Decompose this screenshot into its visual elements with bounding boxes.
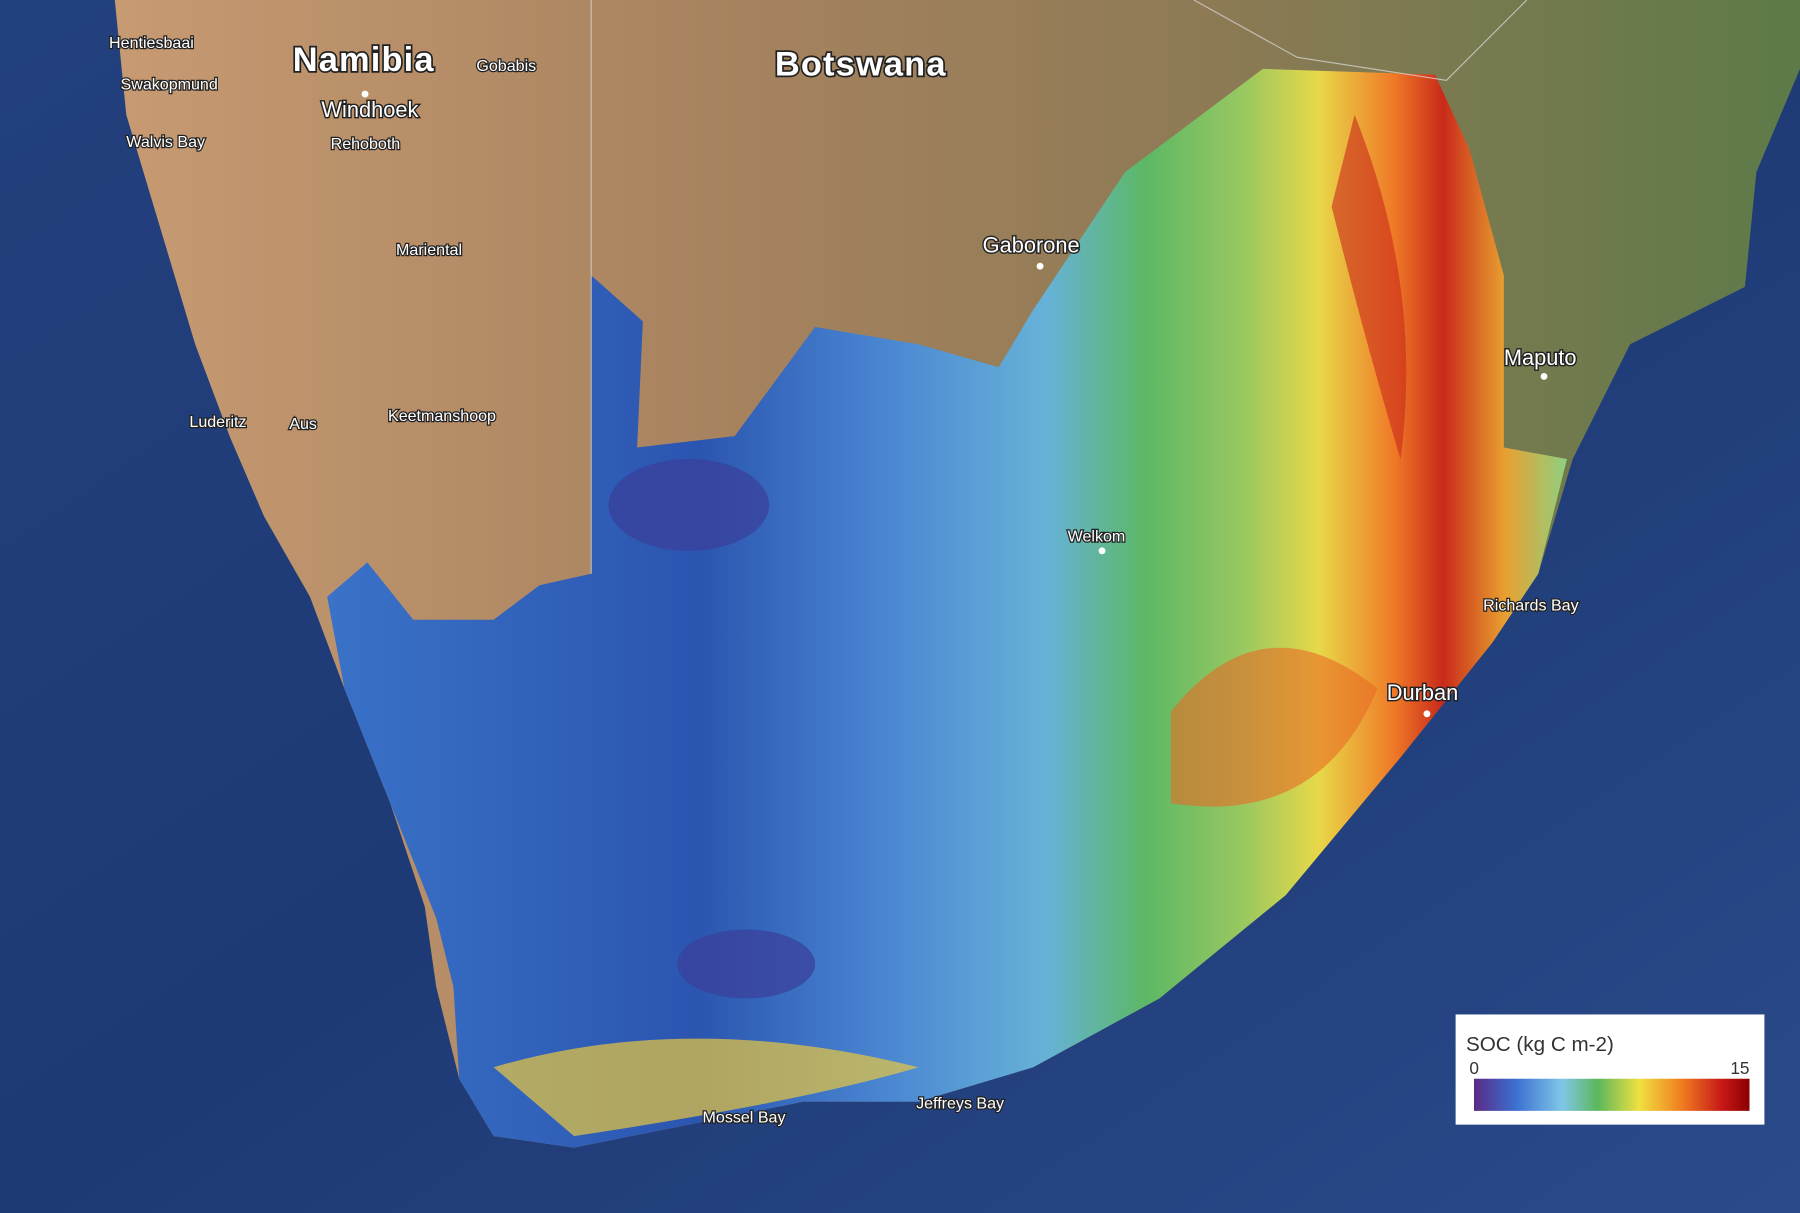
high-soc-area [1331,114,1407,460]
place-label: Maputo [1504,345,1577,370]
place-label: Welkom [1068,528,1126,546]
place-dot [361,90,369,98]
place-label: Walvis Bay [126,133,205,151]
place-label: Mariental [396,241,462,259]
country-label: Namibia [293,41,435,79]
place-label: Rehoboth [331,135,401,153]
place-label: Hentiesbaai [109,34,194,52]
place-label: Durban [1387,680,1459,705]
place-label: Jeffreys Bay [916,1095,1004,1113]
legend: SOC (kg C m-2) 0 15 [1455,1014,1765,1125]
place-dot [1098,547,1106,555]
low-soc-area [608,459,770,551]
place-label: Windhoek [321,97,418,122]
high-soc-area [1170,647,1378,807]
place-dot [1036,262,1044,270]
legend-title: SOC (kg C m-2) [1466,1033,1614,1056]
legend-min: 0 [1469,1058,1479,1078]
place-label: Keetmanshoop [388,407,496,425]
place-dots [361,90,1548,718]
border [1193,0,1528,81]
country-label: Botswana [775,46,947,84]
place-label: Gaborone [983,232,1080,257]
legend-max: 15 [1730,1058,1749,1078]
place-label: Mossel Bay [703,1108,786,1126]
place-label: Swakopmund [121,76,218,94]
soil-carbon-layer [327,68,1567,1148]
place-label: Gobabis [476,57,536,75]
place-label: Luderitz [189,413,246,431]
place-dot [1423,710,1431,718]
low-soc-area [677,929,816,999]
place-label: Aus [289,415,317,433]
southern-coast-band [493,1038,919,1137]
legend-colorbar [1473,1078,1750,1111]
place-label: Richards Bay [1483,597,1578,615]
place-dot [1540,372,1548,380]
